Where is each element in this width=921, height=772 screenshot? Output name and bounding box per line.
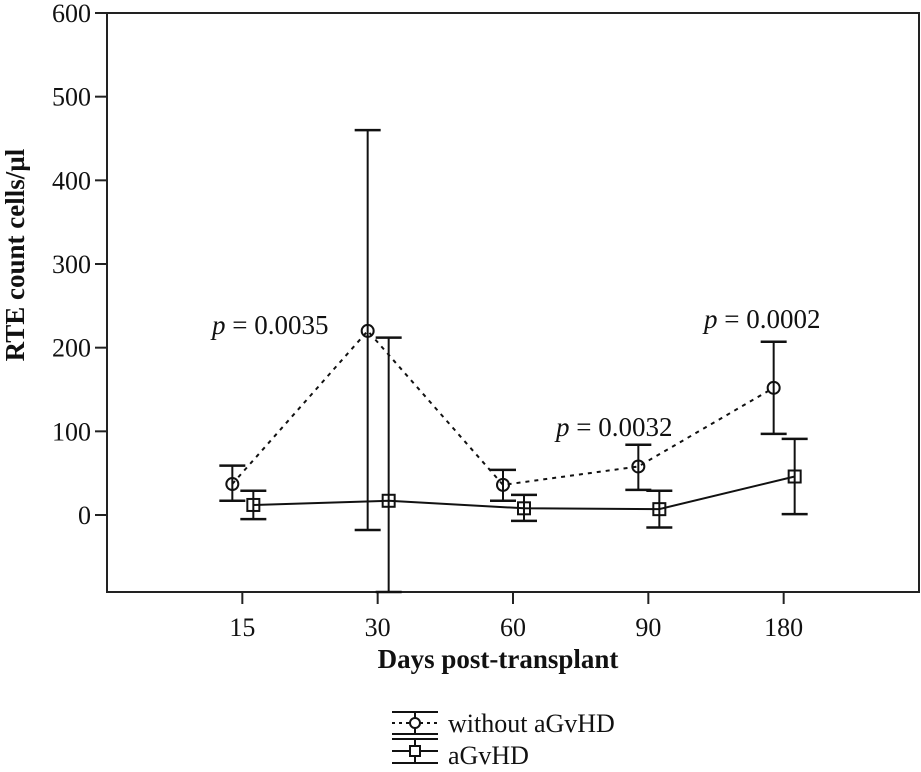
- series-layer: [219, 128, 808, 594]
- data-point-square: [517, 501, 531, 516]
- annotation-p-value: = 0.0032: [570, 412, 673, 442]
- data-point-circle: [766, 380, 781, 395]
- data-point-square: [381, 493, 396, 508]
- error-bar: [375, 336, 402, 594]
- x-tick-label: 15: [229, 613, 255, 642]
- data-point-square: [652, 502, 667, 517]
- x-tick-label: 60: [500, 613, 526, 642]
- legend-swatch-square-solid: [392, 738, 438, 764]
- legend-item-without-agvhd: without aGvHD: [392, 709, 615, 738]
- error-bar: [219, 464, 246, 503]
- annotation-p-90: p = 0.0032: [554, 412, 672, 442]
- annotation-p-30: p = 0.0035: [210, 310, 328, 340]
- plot-border: [106, 12, 920, 593]
- legend-item-agvhd: aGvHD: [392, 738, 529, 770]
- x-tick-label: 30: [365, 613, 391, 642]
- data-point-square: [246, 497, 261, 512]
- y-axis: 0 100 200 300 400 500 600: [52, 0, 107, 530]
- y-tick-label: 500: [52, 83, 91, 112]
- data-point-square: [787, 469, 802, 484]
- error-bar: [240, 489, 267, 521]
- y-tick-label: 600: [52, 0, 91, 28]
- y-tick-label: 200: [52, 334, 91, 363]
- data-point-circle: [496, 477, 510, 492]
- y-tick-label: 300: [52, 250, 91, 279]
- data-point-circle: [360, 323, 375, 338]
- annotation-p-180: p = 0.0002: [702, 304, 820, 334]
- error-bar: [511, 493, 537, 523]
- error-bar: [490, 468, 516, 503]
- annotation-p-symbol: p: [554, 412, 570, 442]
- error-bar: [625, 443, 652, 492]
- error-bar: [760, 340, 787, 436]
- x-tick-label: 180: [764, 613, 803, 642]
- error-bar: [646, 489, 673, 529]
- plot-frame: [106, 12, 920, 593]
- legend-label: aGvHD: [448, 741, 529, 770]
- annotation-p-symbol: p: [702, 304, 718, 334]
- y-tick-label: 400: [52, 166, 91, 195]
- y-axis-title: RTE count cells/µl: [0, 148, 30, 361]
- data-point-circle: [631, 459, 646, 474]
- annotation-p-symbol: p: [210, 310, 226, 340]
- legend: without aGvHD aGvHD: [392, 709, 615, 770]
- series-agvhd: [240, 336, 808, 594]
- annotation-p-value: = 0.0035: [226, 310, 329, 340]
- legend-label: without aGvHD: [448, 709, 615, 738]
- error-bar: [354, 128, 381, 532]
- x-axis-title: Days post-transplant: [378, 644, 619, 674]
- x-tick-label: 90: [635, 613, 661, 642]
- data-point-circle: [225, 477, 240, 492]
- annotation-p-value: = 0.0002: [718, 304, 821, 334]
- y-tick-label: 0: [78, 501, 91, 530]
- y-tick-label: 100: [52, 417, 91, 446]
- series-without-agvhd: [219, 128, 787, 532]
- error-bar: [781, 437, 808, 516]
- series-line: [231, 329, 775, 486]
- legend-swatch-circle-dotted: [392, 711, 438, 735]
- x-axis: 15 30 60 90 180: [229, 592, 803, 642]
